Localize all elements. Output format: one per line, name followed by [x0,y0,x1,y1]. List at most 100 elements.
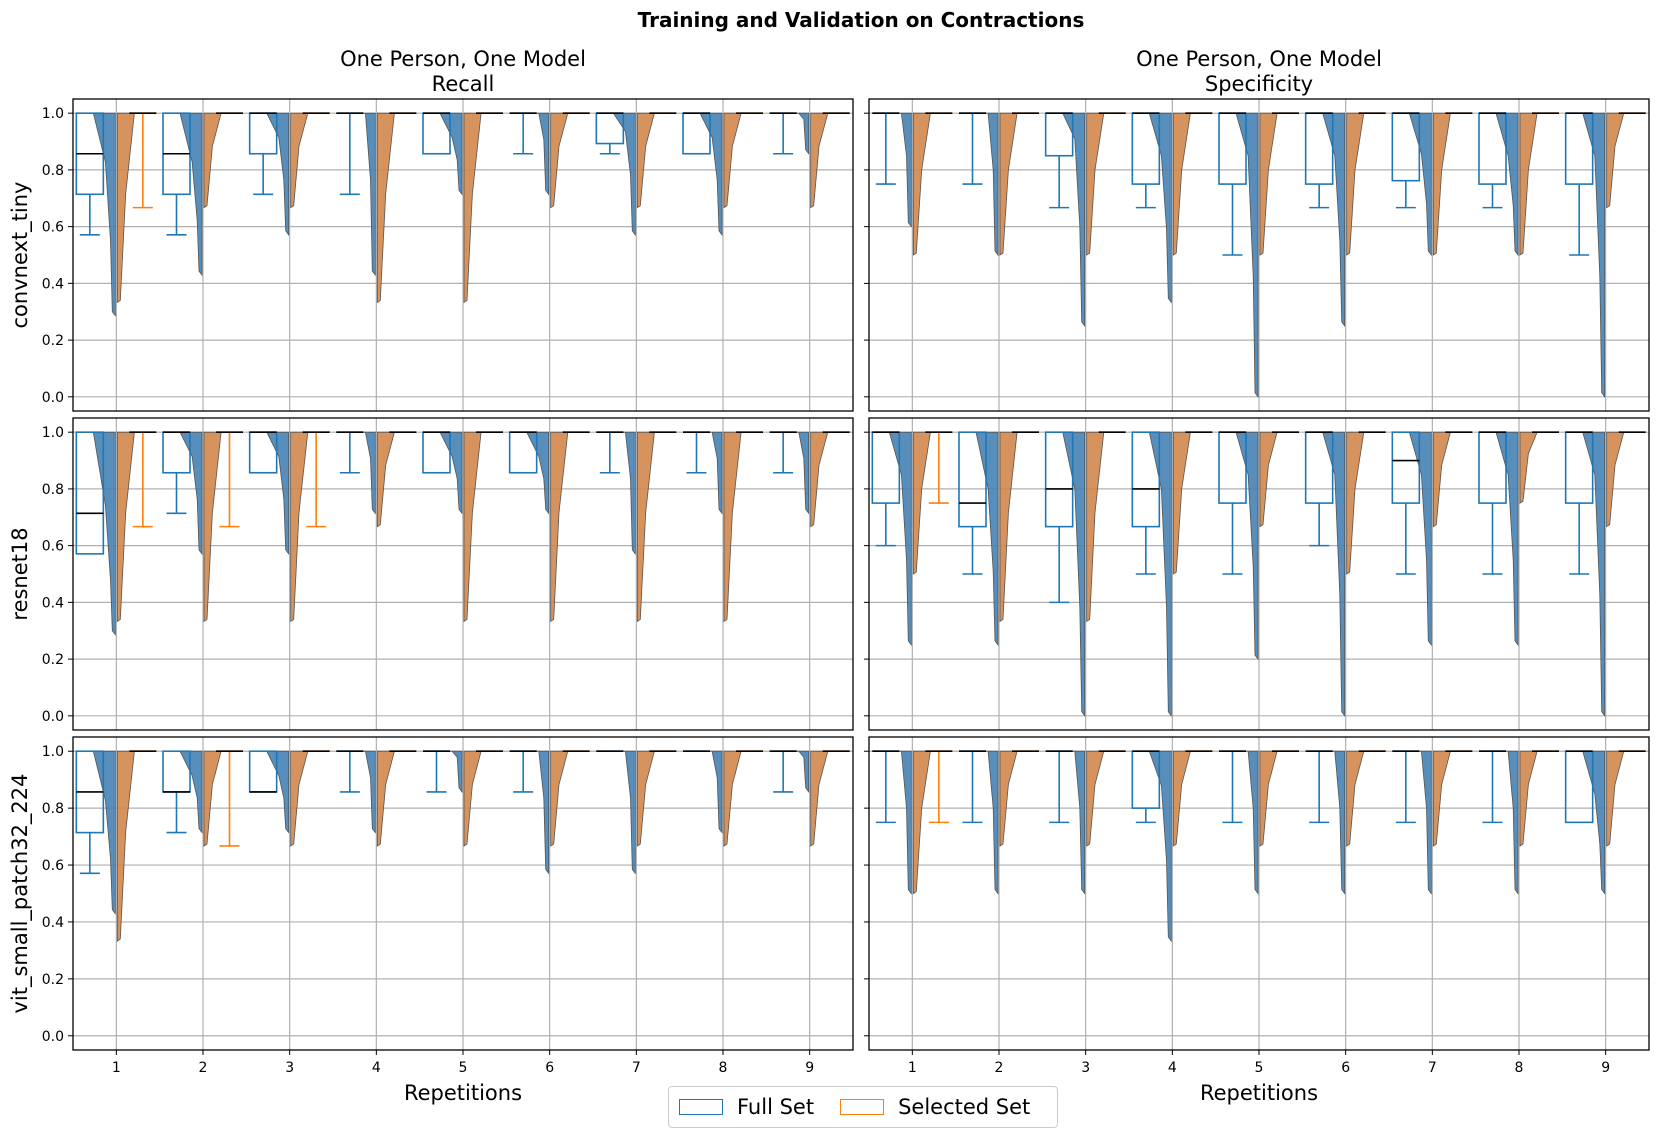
panel-vit_small_patch32_224-specificity: 1 2 3 4 5 6 7 8 9 [864,736,1650,1076]
violin-full-rep-2 [976,750,999,895]
violin-full-rep-8 [1495,431,1519,647]
violin-full-rep-6 [526,750,550,875]
violin-selected-rep-1 [116,750,156,942]
ytick-label-0.0: 0.0 [42,1029,64,1045]
violin-selected-rep-6 [1346,750,1385,847]
violin-selected-rep-1 [912,431,952,575]
panel-convnext_tiny-specificity [864,98,1650,412]
legend-item-full-set: Full Set [679,1095,814,1119]
violin-full-rep-7 [1408,431,1432,647]
ytick-label-0.6: 0.6 [42,858,64,874]
violin-selected-rep-3 [290,431,329,623]
violin-full-rep-8 [1496,750,1519,895]
violin-selected-rep-1 [912,750,952,895]
violin-selected-rep-6 [550,431,589,623]
axes-frame [72,98,854,412]
violin-full-rep-6 [1322,431,1346,717]
violin-full-rep-8 [700,750,723,834]
row-label-convnext_tiny: convnext_tiny [8,182,33,329]
violin-full-rep-7 [613,750,636,875]
violin-full-rep-9 [786,112,810,155]
violin-selected-rep-9 [1606,112,1645,209]
xtick-label-4: 4 [1168,1060,1177,1076]
xtick-label-9: 9 [805,1060,814,1076]
violin-selected-rep-6 [550,112,589,209]
violin-selected-rep-5 [1259,750,1298,847]
violin-full-rep-7 [612,112,636,237]
box-full-rep-2 [958,431,987,528]
box-full-rep-3 [1044,431,1074,528]
ytick-label-0.4: 0.4 [42,276,64,292]
violin-full-rep-7 [1409,750,1432,895]
x-axis-label-2: Repetitions [1200,1081,1318,1105]
ytick-label-0.2: 0.2 [42,333,64,349]
xtick-label-5: 5 [459,1060,468,1076]
ytick-label-0.8: 0.8 [42,801,64,817]
violin-selected-rep-3 [290,112,329,209]
axes-frame [868,98,1650,412]
xtick-label-5: 5 [1255,1060,1264,1076]
violin-selected-rep-1 [116,112,156,304]
violin-selected-rep-5 [1259,112,1298,256]
violin-selected-rep-2 [203,750,242,847]
panel-resnet18-specificity [864,417,1650,731]
violin-full-rep-1 [889,112,912,228]
legend-item-selected-set: Selected Set [840,1095,1030,1119]
ytick-label-1.0: 1.0 [42,106,64,122]
violin-selected-rep-9 [810,431,849,528]
violin-selected-rep-6 [1346,431,1385,575]
figure-title: Training and Validation on Contractions [638,8,1085,32]
violin-full-rep-2 [976,112,999,257]
violin-full-rep-2 [975,431,999,647]
xtick-label-7: 7 [632,1060,641,1076]
violin-selected-rep-1 [116,431,156,623]
violin-full-rep-8 [700,431,723,515]
violin-selected-rep-2 [203,431,242,623]
violin-selected-rep-8 [723,112,762,209]
violin-full-rep-5 [1236,750,1259,895]
violin-selected-rep-2 [999,431,1038,623]
violin-full-rep-3 [266,112,290,237]
violin-full-rep-1 [888,431,912,647]
violin-full-rep-4 [353,750,376,834]
violin-selected-rep-7 [636,431,676,623]
violin-selected-rep-8 [1519,112,1558,256]
legend-label-full-set: Full Set [737,1095,815,1119]
violin-full-rep-1 [92,112,116,317]
xtick-label-2: 2 [199,1060,208,1076]
violin-full-rep-3 [1062,112,1086,328]
violin-selected-rep-6 [550,750,589,847]
box-full-rep-7 [1391,431,1421,504]
violin-selected-rep-7 [636,112,676,209]
axes-frame [868,417,1650,731]
ytick-label-0.2: 0.2 [42,972,64,988]
column-title-2-line-1: One Person, One Model [1136,47,1382,71]
row-label-vit_small_patch32_224: vit_small_patch32_224 [8,773,33,1013]
xtick-label-3: 3 [285,1060,294,1076]
violin-selected-rep-3 [290,750,329,847]
panel-vit_small_patch32_224-recall: 0.0 0.2 0.4 0.6 0.8 1.0 1 2 3 4 5 6 7 8 9 [42,736,854,1076]
violin-full-rep-3 [1062,750,1086,895]
violin-full-rep-9 [786,750,810,794]
violin-full-rep-2 [179,431,203,556]
violin-selected-rep-7 [636,750,676,847]
axes-frame [72,417,854,731]
legend-swatch-full-set [679,1099,723,1115]
violin-full-rep-4 [353,431,376,515]
violin-full-rep-9 [786,431,810,515]
violin-full-rep-8 [699,112,723,237]
violin-selected-rep-8 [1519,750,1558,847]
violin-full-rep-6 [1322,112,1346,328]
violin-selected-rep-9 [810,112,849,209]
xtick-label-8: 8 [719,1060,728,1076]
legend-label-selected-set: Selected Set [898,1095,1031,1119]
violin-selected-rep-8 [1519,431,1558,504]
xtick-label-7: 7 [1428,1060,1437,1076]
violin-selected-rep-7 [1432,112,1472,256]
violin-selected-rep-8 [723,750,762,847]
ytick-label-0.6: 0.6 [42,539,64,555]
column-title-1-line-1: One Person, One Model [340,47,586,71]
violin-selected-rep-2 [999,112,1038,256]
panel-resnet18-recall: 0.0 0.2 0.4 0.6 0.8 1.0 [42,417,854,731]
